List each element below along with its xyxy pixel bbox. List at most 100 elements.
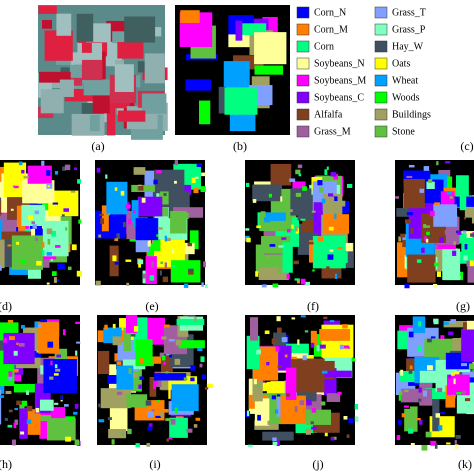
noise-pixel [8,371,13,377]
noise-pixel [107,417,112,421]
noise-pixel [277,268,281,273]
noise-pixel [164,324,170,328]
legend-swatch [374,91,388,104]
noise-pixel [164,409,169,413]
noise-pixel [159,270,162,276]
noise-pixel [14,408,18,411]
noise-pixel [95,280,101,286]
noise-pixel [245,228,250,231]
noise-pixel [289,178,296,182]
noise-pixel [461,363,468,367]
legend-label: Corn_M [314,24,348,35]
noise-pixel [8,409,13,413]
noise-pixel [170,418,176,425]
noise-pixel [47,238,51,245]
noise-pixel [19,404,25,409]
noise-pixel [403,405,409,408]
noise-pixel [275,346,279,352]
noise-pixel [67,266,72,271]
noise-pixel [73,411,78,415]
noise-pixel [294,226,298,232]
noise-pixel [161,336,167,340]
noise-pixel [418,321,422,327]
noise-pixel [33,414,36,418]
noise-pixel [159,352,165,358]
noise-pixel [77,179,82,184]
noise-pixel [125,204,131,209]
class-region [154,373,187,381]
noise-pixel [267,255,270,259]
noise-pixel [148,423,153,429]
noise-pixel [257,414,261,421]
noise-pixel [139,376,145,380]
noise-pixel [54,402,59,405]
noise-pixel [20,258,26,264]
image-patch [116,102,127,115]
noise-pixel [427,365,433,371]
class-region [246,335,260,370]
noise-pixel [183,283,189,288]
noise-pixel [277,327,282,333]
noise-pixel [324,432,328,437]
class-region [257,382,275,392]
image-patch [117,42,144,59]
noise-pixel [149,275,155,281]
panel-label: (b) [233,139,247,153]
class-region [433,204,458,227]
noise-pixel [147,240,151,247]
noise-pixel [281,337,288,343]
noise-pixel [446,442,451,445]
noise-pixel [462,230,467,233]
class-region [442,248,461,281]
map-panel [175,5,290,135]
noise-pixel [463,217,467,220]
noise-pixel [174,407,178,414]
noise-pixel [421,247,425,253]
noise-pixel [13,350,18,356]
image-patch [144,53,165,84]
noise-pixel [324,169,328,175]
class-region [126,211,137,240]
class-region [145,256,157,285]
noise-pixel [319,187,324,193]
noise-pixel [295,169,301,175]
noise-pixel [166,237,171,242]
noise-pixel [419,419,423,425]
noise-pixel [337,391,342,395]
noise-pixel [400,369,404,376]
noise-pixel [296,279,300,284]
image-patch [106,106,116,136]
noise-pixel [464,244,468,250]
map-panel [38,5,168,140]
noise-pixel [434,262,439,267]
noise-pixel [132,210,136,214]
class-region [290,358,325,393]
noise-pixel [162,276,169,283]
class-region [112,336,122,346]
noise-pixel [12,439,17,446]
noise-pixel [18,161,23,166]
noise-pixel [272,441,278,445]
class-region [16,205,26,231]
noise-pixel [454,440,457,444]
noise-pixel [152,385,156,390]
noise-pixel [171,265,177,268]
class-region [403,179,425,209]
noise-pixel [354,403,358,410]
legend-swatch [296,91,310,104]
noise-pixel [50,360,53,366]
noise-pixel [435,413,441,418]
noise-pixel [302,355,307,361]
noise-pixel [343,416,348,420]
noise-pixel [401,413,406,418]
noise-pixel [328,226,334,231]
legend-swatch [374,6,388,19]
noise-pixel [463,255,468,261]
noise-pixel [289,209,293,213]
noise-pixel [267,420,270,425]
noise-pixel [433,283,438,289]
noise-pixel [74,403,79,409]
panel-label: (i) [149,457,160,471]
class-region [160,191,169,205]
noise-pixel [201,282,204,287]
